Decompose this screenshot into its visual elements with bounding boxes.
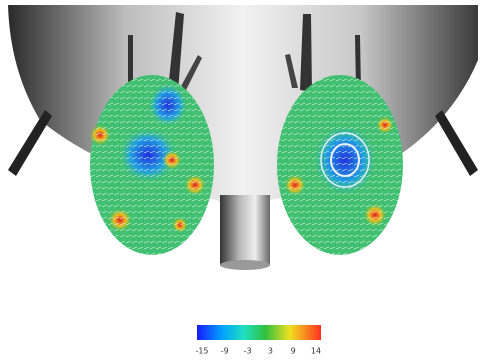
- colorbar-tick-label: -15: [195, 347, 208, 356]
- colorbar-tick-label: 9: [291, 347, 296, 356]
- vehicle: [8, 5, 478, 270]
- flow-disk-left: [89, 75, 214, 255]
- colorbar-tick-label: -9: [221, 347, 229, 356]
- colorbar: [197, 325, 321, 340]
- visualization: -15 -9 -3 3 9 14: [0, 0, 486, 362]
- colorbar-ticks: -15 -9 -3 3 9 14: [195, 347, 321, 356]
- colorbar-tick-label: 3: [268, 347, 273, 356]
- colorbar-tick-label: -3: [244, 347, 252, 356]
- flow-disk-right: [277, 75, 403, 255]
- colorbar-tick-label: 14: [311, 347, 321, 356]
